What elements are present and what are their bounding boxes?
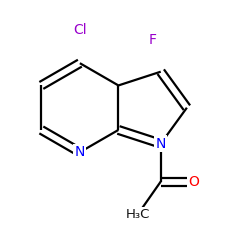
Text: Cl: Cl	[73, 23, 87, 37]
Text: H₃C: H₃C	[126, 208, 150, 221]
Text: O: O	[188, 174, 199, 188]
Text: F: F	[148, 33, 156, 47]
Text: N: N	[75, 145, 85, 159]
Text: N: N	[156, 137, 166, 151]
